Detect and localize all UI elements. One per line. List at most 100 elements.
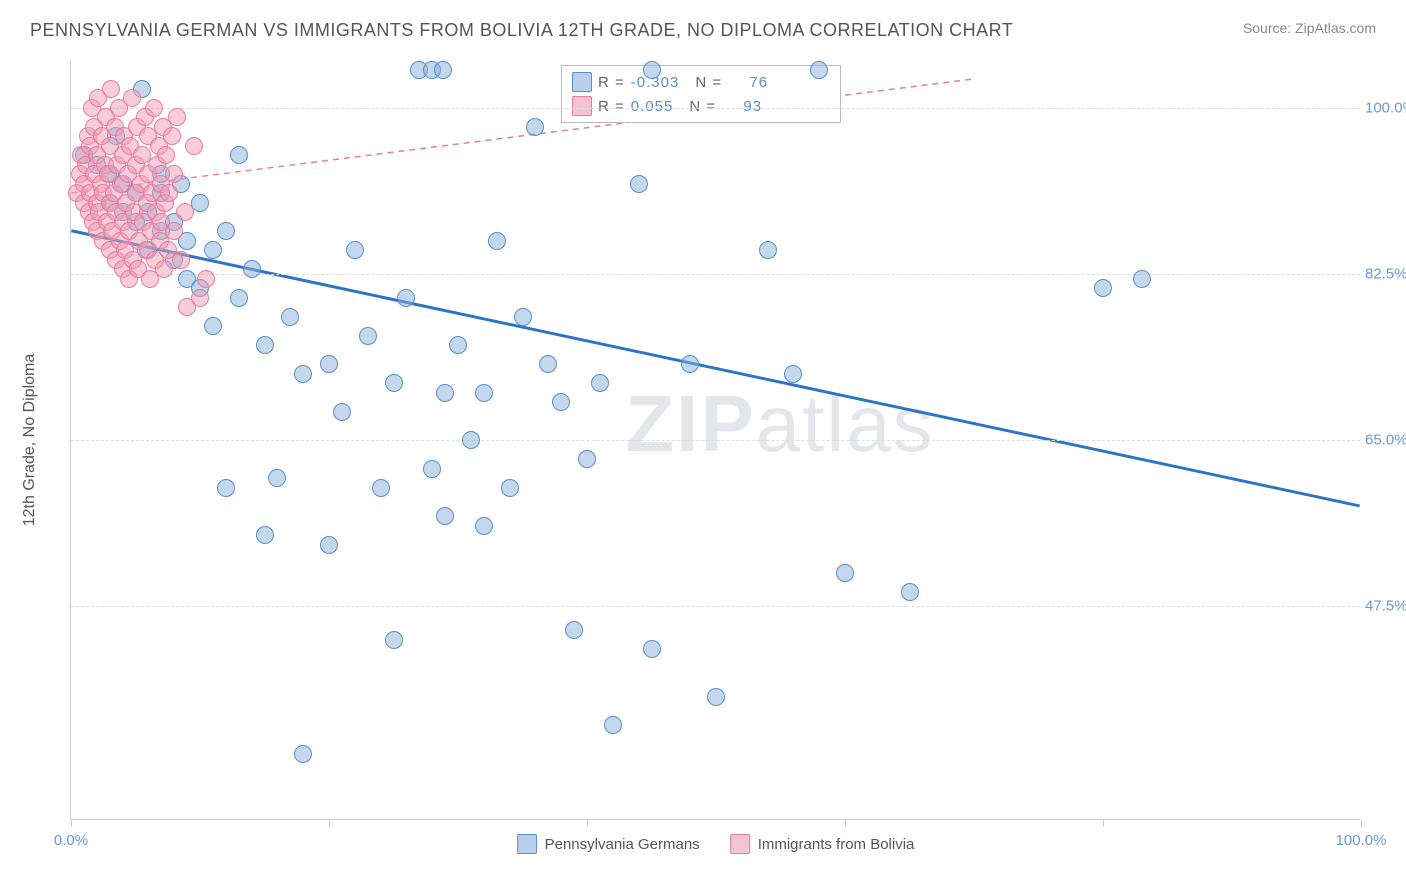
scatter-point — [191, 289, 209, 307]
scatter-point — [901, 583, 919, 601]
scatter-point — [707, 688, 725, 706]
scatter-point — [784, 365, 802, 383]
x-tick — [845, 819, 846, 827]
legend-item-blue: Pennsylvania Germans — [517, 834, 700, 854]
scatter-point — [172, 251, 190, 269]
scatter-point — [643, 61, 661, 79]
scatter-point — [256, 336, 274, 354]
scatter-point — [217, 222, 235, 240]
scatter-point — [204, 317, 222, 335]
scatter-point — [462, 431, 480, 449]
scatter-point — [552, 393, 570, 411]
x-tick-label: 100.0% — [1336, 832, 1387, 849]
scatter-point — [191, 194, 209, 212]
gridline — [71, 274, 1360, 275]
scatter-point — [475, 517, 493, 535]
scatter-point — [185, 137, 203, 155]
scatter-point — [243, 260, 261, 278]
scatter-point — [385, 631, 403, 649]
scatter-point — [268, 469, 286, 487]
scatter-point — [539, 355, 557, 373]
scatter-point — [359, 327, 377, 345]
scatter-point — [1133, 270, 1151, 288]
swatch-pink-icon — [572, 96, 592, 116]
y-tick-label: 47.5% — [1365, 598, 1406, 615]
scatter-point — [449, 336, 467, 354]
scatter-point — [810, 61, 828, 79]
scatter-point — [333, 403, 351, 421]
chart-title: PENNSYLVANIA GERMAN VS IMMIGRANTS FROM B… — [30, 20, 1013, 41]
swatch-blue-icon — [517, 834, 537, 854]
scatter-point — [630, 175, 648, 193]
x-tick — [329, 819, 330, 827]
scatter-point — [526, 118, 544, 136]
chart-header: PENNSYLVANIA GERMAN VS IMMIGRANTS FROM B… — [0, 0, 1406, 51]
scatter-point — [475, 384, 493, 402]
scatter-point — [565, 621, 583, 639]
y-axis-label: 12th Grade, No Diploma — [21, 354, 39, 527]
bottom-legend: Pennsylvania Germans Immigrants from Bol… — [517, 834, 915, 854]
scatter-point — [423, 460, 441, 478]
gridline — [71, 440, 1360, 441]
scatter-point — [160, 184, 178, 202]
gridline — [71, 108, 1360, 109]
scatter-point — [256, 526, 274, 544]
scatter-point — [204, 241, 222, 259]
scatter-point — [1094, 279, 1112, 297]
x-tick-label: 0.0% — [54, 832, 88, 849]
x-tick — [587, 819, 588, 827]
legend-item-pink: Immigrants from Bolivia — [730, 834, 915, 854]
scatter-point — [294, 365, 312, 383]
scatter-point — [168, 108, 186, 126]
stats-row-blue: R = -0.303 N = 76 — [572, 70, 830, 94]
scatter-point — [320, 355, 338, 373]
scatter-point — [320, 536, 338, 554]
gridline — [71, 606, 1360, 607]
scatter-point — [155, 260, 173, 278]
scatter-point — [230, 146, 248, 164]
scatter-point — [294, 745, 312, 763]
scatter-point — [759, 241, 777, 259]
scatter-point — [346, 241, 364, 259]
scatter-point — [436, 507, 454, 525]
scatter-point — [643, 640, 661, 658]
scatter-point — [488, 232, 506, 250]
plot-area: ZIPatlas R = -0.303 N = 76 R = 0.055 N =… — [70, 60, 1360, 820]
scatter-point — [157, 146, 175, 164]
scatter-point — [281, 308, 299, 326]
scatter-point — [591, 374, 609, 392]
scatter-point — [197, 270, 215, 288]
watermark: ZIPatlas — [625, 378, 934, 470]
chart-container: 12th Grade, No Diploma ZIPatlas R = -0.3… — [60, 60, 1370, 820]
x-tick — [71, 819, 72, 827]
scatter-point — [163, 127, 181, 145]
scatter-point — [836, 564, 854, 582]
chart-source: Source: ZipAtlas.com — [1243, 20, 1376, 36]
swatch-pink-icon — [730, 834, 750, 854]
scatter-point — [230, 289, 248, 307]
scatter-point — [681, 355, 699, 373]
swatch-blue-icon — [572, 72, 592, 92]
scatter-point — [436, 384, 454, 402]
scatter-point — [514, 308, 532, 326]
scatter-point — [434, 61, 452, 79]
x-tick — [1103, 819, 1104, 827]
scatter-point — [123, 89, 141, 107]
scatter-point — [385, 374, 403, 392]
scatter-point — [604, 716, 622, 734]
x-tick — [1361, 819, 1362, 827]
y-tick-label: 65.0% — [1365, 432, 1406, 449]
y-tick-label: 82.5% — [1365, 265, 1406, 282]
scatter-point — [397, 289, 415, 307]
scatter-point — [176, 203, 194, 221]
scatter-point — [145, 99, 163, 117]
scatter-point — [372, 479, 390, 497]
stats-row-pink: R = 0.055 N = 93 — [572, 94, 830, 118]
scatter-point — [102, 80, 120, 98]
scatter-point — [165, 222, 183, 240]
y-tick-label: 100.0% — [1365, 99, 1406, 116]
scatter-point — [501, 479, 519, 497]
stats-legend: R = -0.303 N = 76 R = 0.055 N = 93 — [561, 65, 841, 123]
scatter-point — [578, 450, 596, 468]
scatter-point — [217, 479, 235, 497]
